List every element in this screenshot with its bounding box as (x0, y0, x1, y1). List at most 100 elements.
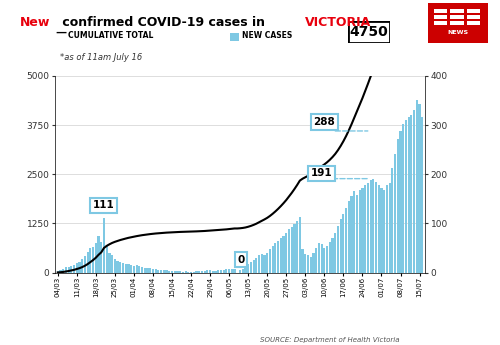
Bar (388, 183, 390, 273)
Bar (73, 265, 75, 273)
Bar (149, 268, 152, 273)
Bar (372, 179, 374, 273)
Bar (201, 271, 203, 273)
Bar (119, 262, 122, 273)
Bar (212, 270, 214, 273)
Bar (264, 255, 266, 273)
FancyBboxPatch shape (467, 14, 480, 19)
Bar (304, 254, 306, 273)
Bar (90, 248, 92, 273)
Bar (367, 183, 369, 273)
Bar (340, 219, 342, 273)
FancyBboxPatch shape (434, 20, 446, 25)
Text: —: — (55, 28, 66, 38)
Bar (174, 270, 176, 273)
Bar (274, 243, 276, 273)
Bar (176, 271, 178, 273)
Bar (315, 248, 318, 273)
Bar (337, 226, 339, 273)
Bar (345, 208, 347, 273)
FancyBboxPatch shape (348, 21, 390, 43)
Bar (350, 196, 352, 273)
FancyBboxPatch shape (434, 14, 446, 19)
Text: 288: 288 (314, 117, 335, 127)
Bar (136, 265, 138, 273)
Bar (383, 190, 386, 273)
Bar (302, 249, 304, 273)
Text: *as of 11am July 16: *as of 11am July 16 (60, 53, 142, 62)
Bar (296, 221, 298, 273)
Bar (244, 267, 246, 273)
Bar (182, 272, 184, 273)
Bar (320, 244, 322, 273)
Bar (152, 269, 154, 273)
Bar (65, 267, 67, 273)
Bar (228, 269, 230, 273)
Bar (280, 238, 282, 273)
Bar (353, 191, 356, 273)
Bar (196, 271, 198, 273)
Bar (62, 269, 64, 273)
Bar (214, 270, 216, 273)
Text: NEWS: NEWS (447, 30, 468, 34)
Bar (222, 269, 225, 273)
Bar (162, 269, 165, 273)
FancyBboxPatch shape (434, 9, 446, 13)
Text: 0: 0 (238, 255, 244, 265)
Text: 317: 317 (0, 344, 1, 345)
Bar (60, 270, 62, 273)
Bar (204, 270, 206, 273)
Bar (380, 188, 382, 273)
Text: 191: 191 (310, 168, 332, 178)
Bar (92, 247, 94, 273)
Bar (166, 270, 168, 273)
Bar (299, 217, 301, 273)
Bar (418, 105, 420, 273)
Bar (269, 249, 271, 273)
Text: VICTORIA: VICTORIA (305, 16, 371, 29)
Bar (130, 265, 132, 273)
Bar (160, 270, 162, 273)
Bar (282, 236, 284, 273)
Bar (86, 252, 88, 273)
Bar (103, 218, 105, 273)
Bar (56, 271, 59, 273)
Bar (421, 117, 424, 273)
Bar (198, 271, 200, 273)
Bar (342, 214, 344, 273)
Bar (402, 124, 404, 273)
Text: 4750: 4750 (350, 25, 388, 39)
Bar (310, 257, 312, 273)
FancyBboxPatch shape (467, 20, 480, 25)
Bar (106, 246, 108, 273)
Bar (375, 181, 377, 273)
Bar (323, 248, 326, 273)
Bar (81, 259, 84, 273)
Bar (98, 236, 100, 273)
Bar (364, 185, 366, 273)
Text: CUMULATIVE TOTAL: CUMULATIVE TOTAL (68, 31, 153, 40)
Bar (416, 100, 418, 273)
Bar (307, 255, 309, 273)
Bar (378, 185, 380, 273)
Bar (220, 270, 222, 273)
FancyBboxPatch shape (450, 9, 464, 13)
Bar (206, 270, 208, 273)
Bar (190, 272, 192, 273)
Bar (413, 110, 415, 273)
Bar (396, 139, 399, 273)
Bar (226, 269, 228, 273)
Text: NEW CASES: NEW CASES (242, 31, 293, 40)
Bar (78, 262, 80, 273)
Text: New: New (20, 16, 50, 29)
Bar (312, 253, 314, 273)
Bar (179, 271, 181, 273)
Bar (266, 253, 268, 273)
FancyBboxPatch shape (467, 9, 480, 13)
Bar (255, 258, 258, 273)
Bar (239, 270, 241, 273)
Bar (114, 259, 116, 273)
Bar (122, 263, 124, 273)
Bar (250, 262, 252, 273)
Bar (370, 180, 372, 273)
